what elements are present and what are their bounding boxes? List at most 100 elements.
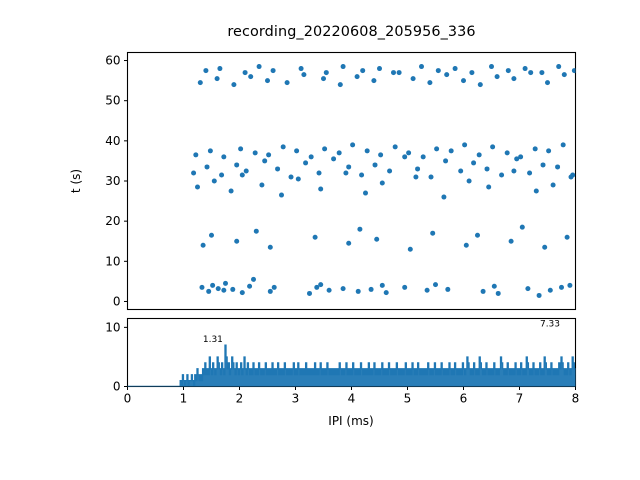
- scatter-point: [396, 70, 402, 76]
- scatter-point: [377, 66, 382, 72]
- scatter-point: [363, 190, 368, 196]
- scatter-point: [247, 283, 253, 289]
- scatter-point: [372, 162, 378, 168]
- scatter-point: [214, 76, 220, 82]
- scatter-point: [406, 150, 412, 156]
- scatter-point: [294, 148, 300, 154]
- scatter-point: [556, 64, 562, 70]
- scatter-point: [303, 160, 309, 166]
- scatter-point: [271, 284, 277, 290]
- scatter-point: [364, 148, 370, 154]
- scatter-y-tick-label: 50: [105, 94, 120, 108]
- histogram-fill: [127, 345, 576, 387]
- scatter-point: [433, 282, 438, 288]
- scatter-point: [321, 76, 326, 82]
- scatter-y-tick-label: 10: [105, 254, 120, 268]
- scatter-point: [428, 174, 434, 180]
- scatter-point: [288, 174, 294, 180]
- scatter-point: [323, 70, 329, 76]
- histogram-ticks: 0 10 0 1 2 3 4 5 6 7 8: [105, 320, 579, 405]
- scatter-point: [508, 238, 514, 244]
- scatter-point: [480, 288, 486, 294]
- scatter-point: [270, 68, 276, 74]
- scatter-point: [518, 154, 524, 160]
- scatter-point: [522, 66, 528, 72]
- scatter-point: [262, 158, 268, 164]
- scatter-point: [322, 146, 328, 152]
- scatter-point: [511, 168, 517, 174]
- scatter-point: [307, 290, 312, 296]
- scatter-y-tick-label: 30: [105, 174, 120, 188]
- scatter-point: [527, 170, 533, 176]
- scatter-point: [542, 244, 548, 250]
- scatter-point: [219, 172, 225, 178]
- scatter-point: [415, 166, 421, 172]
- scatter-point: [346, 240, 352, 246]
- scatter-point: [430, 230, 436, 236]
- scatter-y-tick-label: 20: [105, 214, 120, 228]
- scatter-point: [484, 166, 490, 172]
- scatter-point: [242, 70, 248, 76]
- scatter-point: [387, 168, 393, 174]
- scatter-point: [267, 288, 273, 294]
- scatter-point: [368, 286, 374, 292]
- scatter-point: [461, 78, 466, 84]
- scatter-point: [391, 70, 396, 76]
- histogram-trace: [127, 344, 576, 387]
- scatter-point: [547, 287, 553, 293]
- scatter-point: [504, 150, 510, 156]
- scatter-point: [346, 164, 352, 170]
- scatter-point: [191, 170, 197, 176]
- scatter-point: [448, 148, 454, 154]
- scatter-point: [314, 284, 320, 290]
- scatter-point: [295, 176, 301, 182]
- scatter-point: [462, 142, 468, 148]
- scatter-point: [511, 76, 517, 82]
- scatter-point: [494, 74, 500, 80]
- scatter-point: [336, 150, 342, 156]
- scatter-point: [545, 80, 550, 86]
- scatter-point: [217, 66, 223, 72]
- scatter-point: [550, 182, 556, 188]
- scatter-point: [199, 284, 205, 290]
- scatter-y-tick-label: 0: [113, 294, 121, 308]
- scatter-point: [466, 178, 472, 184]
- scatter-point: [256, 64, 262, 70]
- scatter-point: [326, 287, 332, 293]
- scatter-point: [486, 184, 492, 190]
- scatter-point: [374, 236, 380, 242]
- scatter-point: [331, 156, 337, 162]
- scatter-point: [424, 287, 430, 293]
- scatter-point: [383, 290, 389, 296]
- scatter-point: [360, 68, 366, 74]
- histogram-annotations: 1.31 7.33: [203, 320, 560, 345]
- scatter-point: [231, 82, 237, 88]
- scatter-point: [378, 152, 384, 158]
- scatter-point: [491, 283, 497, 289]
- scatter-point: [371, 78, 377, 84]
- scatter-point: [489, 64, 494, 70]
- scatter-point: [420, 154, 426, 160]
- scatter-point: [350, 142, 356, 148]
- histogram-x-tick-label: 4: [348, 392, 356, 406]
- scatter-point: [514, 156, 520, 162]
- scatter-point: [559, 284, 564, 290]
- scatter-point: [234, 162, 240, 168]
- histogram-x-tick-label: 5: [404, 392, 412, 406]
- histogram-x-tick-label: 2: [236, 392, 244, 406]
- scatter-point: [239, 172, 245, 178]
- scatter-point: [444, 72, 450, 78]
- scatter-point: [252, 150, 258, 156]
- scatter-point: [206, 288, 212, 294]
- scatter-point: [402, 284, 408, 290]
- scatter-point: [210, 282, 216, 288]
- histogram-x-tick-label: 7: [516, 392, 524, 406]
- scatter-point: [211, 178, 217, 184]
- scatter-point: [275, 166, 281, 172]
- scatter-point: [337, 82, 343, 88]
- scatter-point: [279, 192, 284, 198]
- scatter-point: [490, 144, 496, 150]
- scatter-point: [475, 232, 480, 238]
- histogram-x-tick-label: 3: [292, 392, 300, 406]
- scatter-point: [259, 182, 265, 188]
